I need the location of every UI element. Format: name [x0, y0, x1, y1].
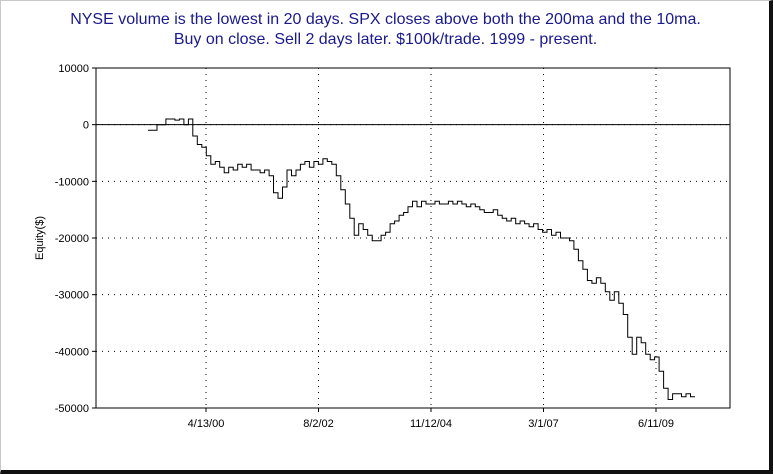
y-tick-label: 0 — [83, 120, 89, 132]
x-axis-ticks: 4/13/00 8/2/02 11/12/04 3/1/07 6/11/09 — [188, 408, 674, 430]
y-tick-label: -40000 — [55, 346, 89, 358]
x-tick-label: 6/11/09 — [638, 418, 674, 430]
chart-title-line-1: NYSE volume is the lowest in 20 days. SP… — [70, 11, 701, 28]
x-tick-label: 11/12/04 — [410, 418, 452, 430]
chart-title-line-2: Buy on close. Sell 2 days later. $100k/t… — [173, 31, 598, 48]
y-tick-label: -20000 — [55, 233, 89, 245]
x-tick-label: 3/1/07 — [528, 418, 559, 430]
y-tick-label: 10000 — [58, 63, 89, 75]
equity-series-line — [148, 118, 695, 400]
y-tick-label: -30000 — [55, 290, 89, 302]
y-axis-title: Equity($) — [34, 216, 46, 260]
y-axis-ticks: 10000 0 -10000 -20000 -30000 -40000 -50000 — [55, 63, 96, 415]
chart-title: NYSE volume is the lowest in 20 days. SP… — [1, 10, 770, 50]
x-tick-label: 4/13/00 — [188, 418, 225, 430]
y-tick-label: -10000 — [55, 176, 89, 188]
x-tick-label: 8/2/02 — [303, 418, 334, 430]
y-tick-label: -50000 — [55, 403, 89, 415]
